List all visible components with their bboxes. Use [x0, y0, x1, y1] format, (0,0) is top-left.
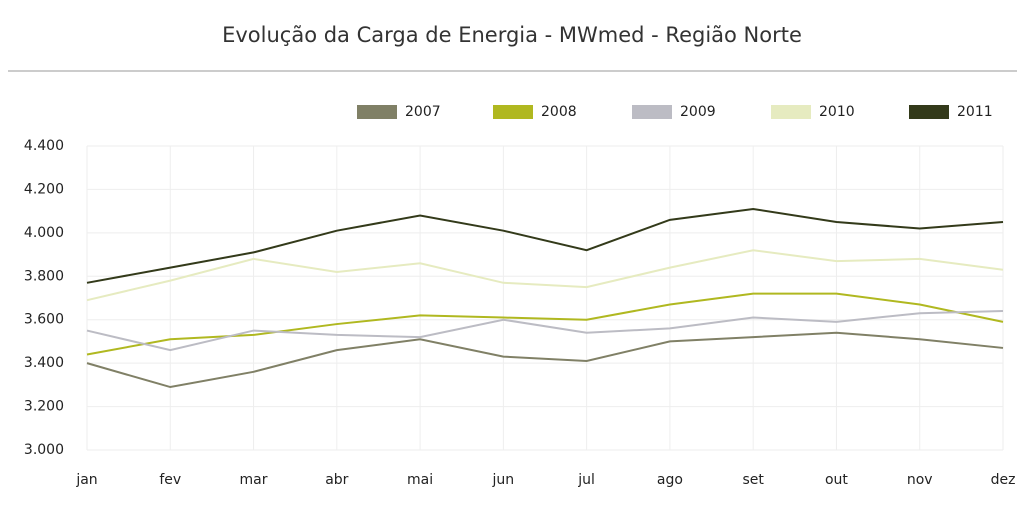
series-line: [86, 310, 1004, 352]
legend-swatch: [909, 105, 949, 119]
series-line: [86, 331, 1004, 389]
x-tick-label: abr: [325, 472, 348, 488]
x-tick-label: jul: [577, 472, 595, 488]
y-tick-label: 4.200: [24, 181, 64, 197]
legend-label: 2010: [819, 104, 855, 120]
legend-swatch: [771, 105, 811, 119]
x-tick-label: dez: [991, 472, 1016, 488]
x-tick-label: mar: [240, 472, 268, 488]
x-tick-label: jan: [75, 472, 97, 488]
legend-swatch: [357, 105, 397, 119]
y-tick-label: 3.600: [24, 312, 64, 328]
y-tick-label: 3.800: [24, 268, 64, 284]
series-line: [86, 292, 1004, 356]
x-tick-label: nov: [907, 472, 933, 488]
x-tick-label: set: [742, 472, 764, 488]
y-tick-label: 3.400: [24, 355, 64, 371]
y-tick-label: 4.000: [24, 225, 64, 241]
legend-label: 2007: [405, 104, 441, 120]
series-line: [86, 249, 1004, 302]
y-tick-label: 3.000: [24, 442, 64, 458]
legend-label: 2011: [957, 104, 993, 120]
series-line: [86, 207, 1004, 284]
x-tick-label: mai: [407, 472, 433, 488]
x-tick-label: ago: [657, 472, 683, 488]
x-tick-label: fev: [159, 472, 181, 488]
y-tick-label: 3.200: [24, 399, 64, 415]
x-tick-label: out: [825, 472, 848, 488]
legend-swatch: [632, 105, 672, 119]
y-tick-label: 4.400: [24, 138, 64, 154]
legend-swatch: [493, 105, 533, 119]
legend-label: 2009: [680, 104, 716, 120]
x-tick-label: jun: [492, 472, 515, 488]
chart-title: Evolução da Carga de Energia - MWmed - R…: [222, 23, 802, 47]
legend-label: 2008: [541, 104, 577, 120]
